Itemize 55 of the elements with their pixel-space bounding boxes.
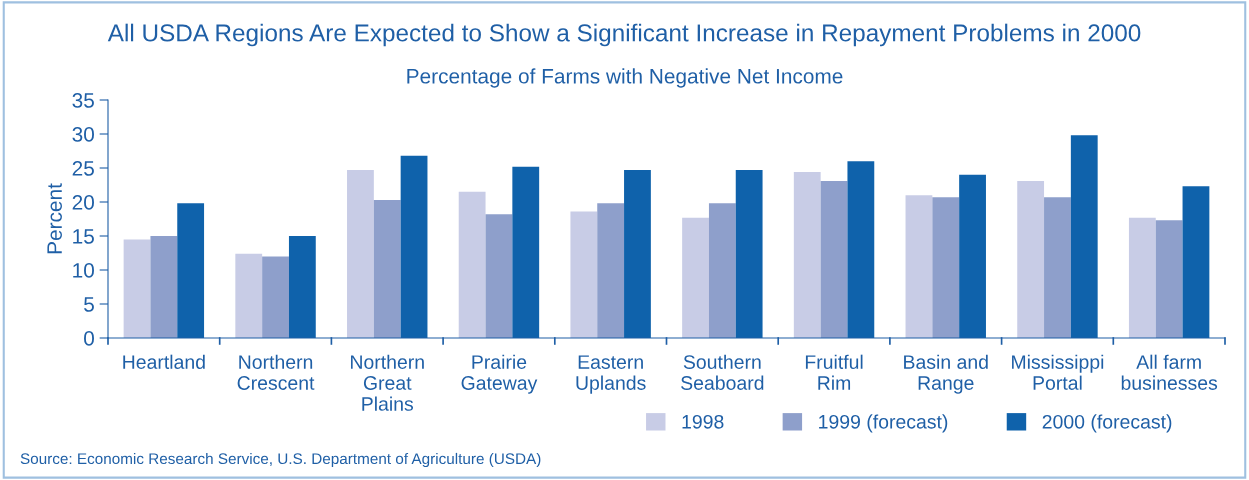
bar (347, 170, 374, 338)
bar (905, 195, 933, 338)
x-tick-label: Mississippi Portal (1012, 354, 1104, 390)
y-tick-label: 20 (72, 195, 94, 210)
x-tick-label: Basin and Range (904, 354, 988, 394)
bar (458, 191, 486, 338)
bar (512, 166, 540, 338)
bar (150, 236, 178, 338)
bar (1044, 197, 1071, 338)
bar (373, 199, 401, 338)
x-tick-label: Prairie Gateway (461, 354, 538, 394)
y-tick-label: 15 (73, 229, 94, 244)
y-tick-label: 35 (72, 93, 94, 108)
x-tick-label: Eastern Uplands (576, 355, 646, 394)
x-tick-label: Fruitful Rim (805, 354, 863, 390)
x-tick-label: Northern Crescent (237, 354, 315, 390)
y-tick-label: 0 (84, 331, 94, 346)
bar (1017, 180, 1045, 338)
y-tick-label: 10 (73, 263, 94, 278)
bar (400, 155, 428, 338)
bar (959, 174, 986, 338)
bar (570, 211, 598, 338)
bar (288, 236, 316, 338)
bar (123, 239, 151, 338)
chart-title: All USDA Regions Are Expected to Show a Significant Increase in Repayment Problems in 2000 (107, 23, 1141, 47)
bar (262, 256, 289, 338)
y-axis-title: Percent (47, 183, 62, 254)
bar (793, 172, 821, 338)
bar (235, 253, 263, 338)
bar (932, 197, 960, 338)
bar (1182, 186, 1210, 338)
bar (1128, 217, 1156, 338)
legend-label: 1998 (682, 414, 724, 429)
bar (708, 203, 736, 338)
legend-label: 2000 (forecast) (1042, 414, 1172, 433)
bar (820, 180, 848, 338)
legend-label: 1999 (forecast) (819, 414, 948, 433)
bar (735, 170, 763, 338)
bar (682, 217, 709, 338)
x-tick-label: Heartland (123, 354, 205, 369)
x-tick-label: All farm businesses (1121, 354, 1218, 390)
source-note: Source: Economic Research Service, U.S. Department of Agriculture (USDA) (20, 452, 541, 468)
y-tick-label: 30 (72, 127, 94, 142)
x-tick-label: Southern Seaboard (681, 354, 764, 390)
y-tick-label: 5 (84, 297, 94, 312)
chart-subtitle: Percentage of Farms with Negative Net Income (407, 68, 843, 88)
bar (1070, 135, 1098, 338)
bar (597, 203, 625, 338)
bar (847, 161, 875, 338)
x-tick-label: Northern Great Plains (351, 354, 424, 411)
bar (624, 170, 651, 338)
bar (485, 214, 513, 338)
bar (1155, 220, 1183, 338)
bar (177, 203, 205, 338)
y-tick-label: 25 (72, 161, 94, 176)
